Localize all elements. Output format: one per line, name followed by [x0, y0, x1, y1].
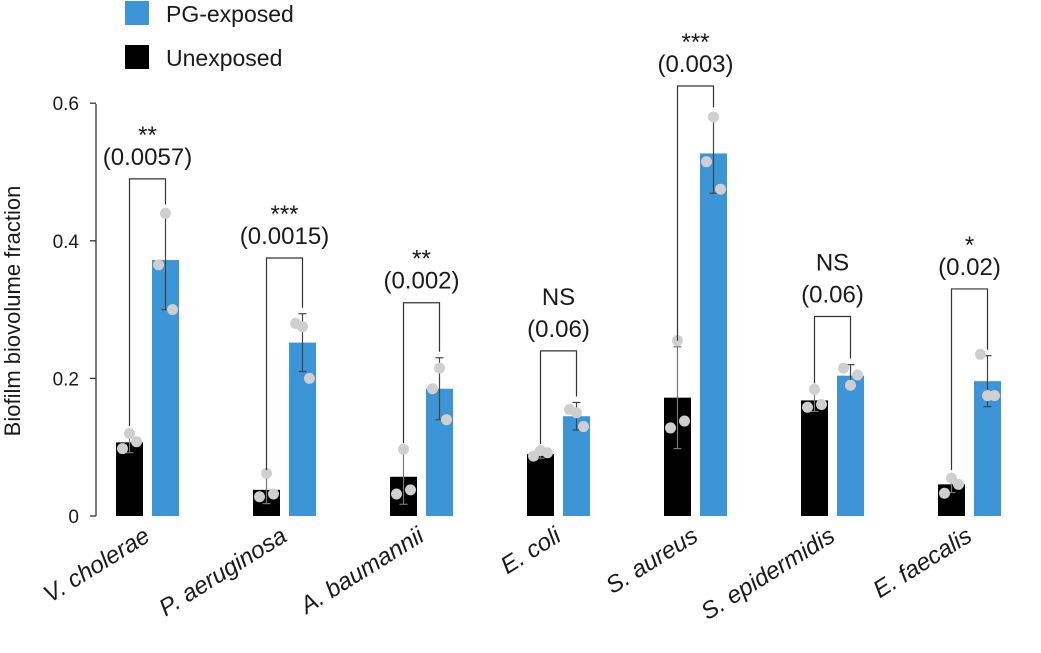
- category-label: S. aureus: [601, 522, 702, 599]
- legend-swatch-unexposed: [125, 45, 149, 69]
- significance-stars: NS: [816, 249, 849, 276]
- data-point: [802, 401, 813, 413]
- p-value-label: (0.06): [801, 281, 864, 308]
- category-label: A. baumannii: [294, 522, 429, 621]
- category-label: P. aeruginosa: [154, 522, 291, 622]
- data-point: [809, 383, 820, 395]
- legend-label-pg-exposed: PG-exposed: [166, 1, 294, 27]
- data-point: [441, 414, 452, 426]
- y-tick-label: 0.4: [53, 232, 80, 253]
- significance-bracket: [265, 257, 304, 471]
- data-point: [845, 379, 856, 391]
- data-point: [571, 407, 582, 419]
- data-point: [708, 111, 719, 123]
- significance-stars: *: [965, 232, 974, 259]
- category-label: S. epidermidis: [696, 522, 839, 625]
- category-labels: V. cholerae P. aeruginosa A. baumannii E. c…: [39, 522, 977, 626]
- significance-annotations: (0.0057)**(0.0015)***(0.002)**(0.06)NS(0…: [103, 29, 1001, 471]
- y-tick-label: 0.6: [53, 94, 79, 115]
- data-point: [160, 207, 171, 219]
- category-label: E. coli: [496, 522, 566, 580]
- significance-stars: ***: [270, 201, 298, 228]
- data-point: [816, 399, 827, 411]
- p-value-label: (0.06): [527, 316, 590, 343]
- data-point: [852, 369, 863, 381]
- significance-bracket: [402, 302, 441, 444]
- data-point: [167, 304, 178, 316]
- significance-stars: NS: [542, 284, 575, 311]
- data-point: [268, 488, 279, 500]
- data-point: [434, 362, 445, 374]
- p-value-label: (0.0015): [240, 223, 329, 250]
- data-point: [124, 427, 135, 439]
- data-point: [297, 321, 308, 333]
- bar-pg-exposed-e-coli: [563, 416, 590, 516]
- chart-marks: [116, 111, 1001, 516]
- data-point: [838, 362, 849, 374]
- y-tick-label: 0.2: [53, 369, 79, 390]
- y-ticks: 0 0.2 0.4 0.6: [53, 94, 96, 528]
- bar-pg-exposed-s-epidermidis: [837, 375, 864, 516]
- data-point: [131, 436, 142, 448]
- y-axis-title: Biofilm biovolume fraction: [0, 186, 25, 437]
- significance-stars: ***: [681, 29, 709, 56]
- legend-label-unexposed: Unexposed: [166, 45, 282, 71]
- data-point: [427, 383, 438, 395]
- significance-stars: **: [138, 122, 157, 149]
- legend-swatch-pg-exposed: [125, 1, 149, 25]
- data-point: [117, 443, 128, 455]
- legend: PG-exposed Unexposed: [125, 1, 294, 71]
- data-point: [542, 447, 553, 459]
- data-point: [153, 259, 164, 271]
- data-point: [405, 484, 416, 496]
- data-point: [391, 488, 402, 500]
- data-point: [701, 156, 712, 168]
- significance-bracket: [813, 315, 852, 384]
- data-point: [254, 491, 265, 503]
- p-value-label: (0.0057): [103, 144, 192, 171]
- bar-unexposed-v-cholerae: [116, 442, 143, 516]
- data-point: [715, 183, 726, 195]
- data-point: [398, 443, 409, 455]
- p-value-label: (0.003): [657, 51, 733, 78]
- data-point: [975, 348, 986, 360]
- data-point: [989, 390, 1000, 402]
- significance-bracket: [539, 350, 578, 444]
- bar-pg-exposed-s-aureus: [700, 153, 727, 516]
- data-point: [939, 487, 950, 499]
- p-value-label: (0.002): [383, 268, 459, 295]
- y-tick-label: 0: [68, 507, 79, 528]
- data-point: [679, 415, 690, 427]
- bar-unexposed-e-coli: [527, 454, 554, 516]
- bar-unexposed-s-epidermidis: [801, 400, 828, 516]
- significance-bracket: [950, 288, 989, 471]
- data-point: [953, 478, 964, 490]
- significance-bracket: [128, 178, 167, 427]
- category-label: V. cholerae: [39, 522, 155, 608]
- category-label: E. faecalis: [868, 522, 976, 604]
- data-point: [665, 422, 676, 434]
- data-point: [261, 467, 272, 479]
- data-point: [304, 372, 315, 384]
- p-value-label: (0.02): [938, 254, 1001, 281]
- data-point: [578, 421, 589, 433]
- significance-bracket: [676, 85, 715, 341]
- significance-stars: **: [412, 246, 431, 273]
